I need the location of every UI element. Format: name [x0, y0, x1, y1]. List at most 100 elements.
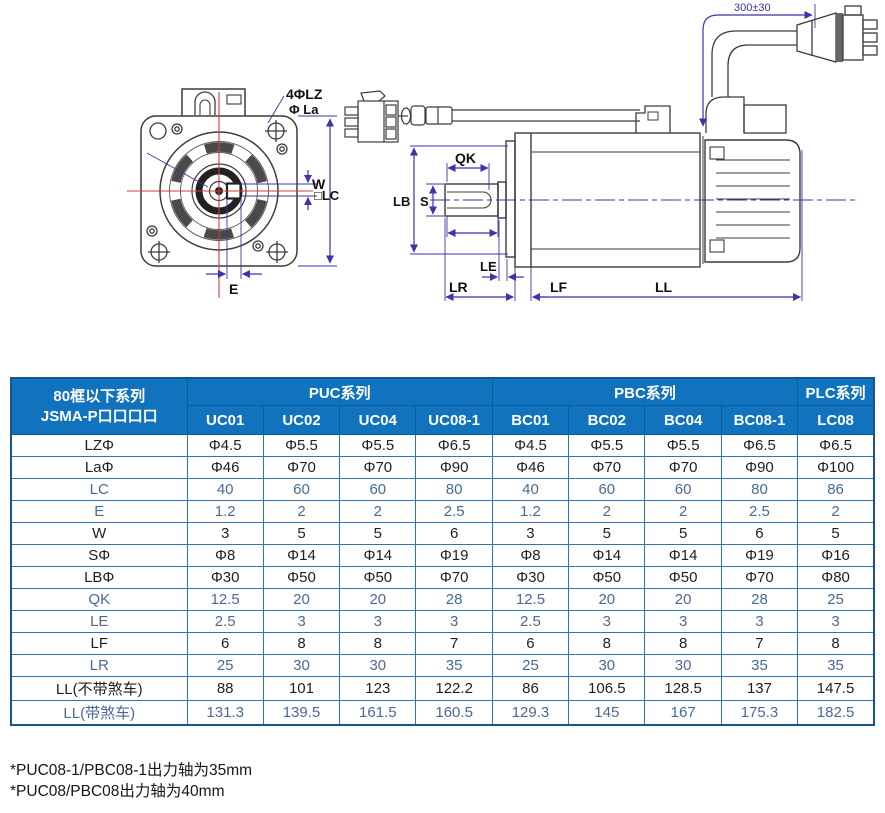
table-cell: 2 [262, 500, 341, 523]
encoder-cable [398, 105, 640, 126]
table-cell: Φ46 [491, 456, 570, 479]
table-cell: 60 [644, 478, 722, 501]
encoder-connector-icon [344, 90, 399, 143]
table-cell: 25 [491, 654, 570, 677]
table-cell: 145 [568, 700, 646, 726]
series-title-cell: 80框以下系列 JSMA-P口口口口 [10, 377, 188, 435]
table-cell: Φ14 [339, 544, 417, 567]
series-group-plc: PLC系列 [797, 377, 875, 406]
table-cell: Φ6.5 [720, 434, 799, 457]
table-row: LZΦ Φ4.5 Φ5.5 Φ5.5 Φ6.5 Φ4.5 Φ5.5 Φ5.5 Φ6.5 Φ6.5 [10, 434, 875, 457]
table-cell: 30 [568, 654, 646, 677]
label-shaft-dia: S [420, 194, 429, 209]
table-cell: 2.5 [415, 500, 493, 523]
table-cell: 8 [797, 632, 875, 655]
table-row: LL(带煞车) 131.3 139.5 161.5 160.5 129.3 145 167 17… [10, 700, 875, 726]
table-cell: 106.5 [568, 676, 646, 701]
table-cell: Φ16 [797, 544, 875, 567]
table-cell: 60 [339, 478, 417, 501]
label-frame-size: □LC [314, 188, 340, 203]
table-row: E 1.2 2 2 2.5 1.2 2 2 2.5 2 [10, 500, 875, 523]
table-cell: 20 [339, 588, 417, 611]
table-cell: Φ14 [568, 544, 646, 567]
table-cell: 3 [186, 522, 264, 545]
footnote-line: *PUC08/PBC08出力轴为40mm [10, 783, 225, 800]
table-cell: 3 [491, 522, 570, 545]
table-cell: 8 [644, 632, 722, 655]
series-group-pbc: PBC系列 [491, 377, 799, 406]
series-subtitle: JSMA-P口口口口 [40, 407, 158, 425]
table-cell: 40 [186, 478, 264, 501]
table-cell: 3 [339, 610, 417, 633]
table-cell: Φ80 [797, 566, 875, 589]
table-cell: Φ30 [186, 566, 264, 589]
label-mount-holes: 4ΦLZ [286, 86, 323, 102]
table-cell: 5 [568, 522, 646, 545]
table-cell: 1.2 [491, 500, 570, 523]
row-label: LBΦ [10, 566, 188, 589]
column-header: UC01 [186, 405, 264, 435]
row-label: LE [10, 610, 188, 633]
table-cell: 3 [720, 610, 799, 633]
table-cell: 129.3 [491, 700, 570, 726]
table-cell: 30 [262, 654, 341, 677]
table-cell: 8 [339, 632, 417, 655]
table-cell: Φ6.5 [415, 434, 493, 457]
table-cell: 86 [491, 676, 570, 701]
column-header: UC02 [262, 405, 341, 435]
table-cell: 5 [339, 522, 417, 545]
footnotes: *PUC08-1/PBC08-1出力轴为35mm *PUC08/PBC08出力轴… [10, 760, 252, 802]
table-cell: 2 [339, 500, 417, 523]
table-cell: 175.3 [720, 700, 799, 726]
table-cell: 6 [186, 632, 264, 655]
table-cell: Φ70 [262, 456, 341, 479]
label-le: LE [480, 259, 497, 274]
table-cell: 2.5 [720, 500, 799, 523]
side-view-drawing: QK LB S LE LR LF LL 300±30 [344, 2, 878, 301]
table-cell: 12.5 [186, 588, 264, 611]
table-cell: 167 [644, 700, 722, 726]
table-cell: Φ8 [186, 544, 264, 567]
front-view-drawing: 4ΦLZ Φ La W □LC E [127, 86, 340, 298]
table-cell: Φ5.5 [644, 434, 722, 457]
table-cell: 80 [415, 478, 493, 501]
table-cell: 35 [415, 654, 493, 677]
table-cell: Φ70 [339, 456, 417, 479]
table-cell: 30 [339, 654, 417, 677]
series-header-row: 80框以下系列 JSMA-P口口口口 PUC系列 PBC系列 PLC系列 [10, 377, 875, 435]
table-row: LC 40 60 60 80 40 60 60 80 86 [10, 478, 875, 501]
footnote-line: *PUC08-1/PBC08-1出力轴为35mm [10, 762, 253, 779]
table-cell: 25 [797, 588, 875, 611]
label-pilot: LB [393, 194, 410, 209]
table-cell: 137 [720, 676, 799, 701]
table-cell: 60 [262, 478, 341, 501]
label-pilot-dia: Φ La [289, 102, 319, 117]
row-label: LZΦ [10, 434, 188, 457]
table-cell: Φ50 [339, 566, 417, 589]
row-label: E [10, 500, 188, 523]
table-cell: Φ5.5 [262, 434, 341, 457]
label-lr: LR [449, 279, 468, 295]
table-cell: 161.5 [339, 700, 417, 726]
table-cell: 147.5 [797, 676, 875, 701]
row-label: SΦ [10, 544, 188, 567]
table-cell: 60 [568, 478, 646, 501]
table-cell: 3 [644, 610, 722, 633]
table-row: LaΦ Φ46 Φ70 Φ70 Φ90 Φ46 Φ70 Φ70 Φ90 Φ100 [10, 456, 875, 479]
table-cell: 2.5 [186, 610, 264, 633]
table-cell: 2 [568, 500, 646, 523]
label-ll: LL [655, 279, 673, 295]
table-cell: Φ90 [720, 456, 799, 479]
row-label: LL(带煞车) [10, 700, 188, 726]
column-header: LC08 [797, 405, 875, 435]
table-cell: Φ70 [415, 566, 493, 589]
label-lf: LF [550, 279, 568, 295]
table-cell: 3 [797, 610, 875, 633]
table-cell: 5 [644, 522, 722, 545]
table-cell: 6 [491, 632, 570, 655]
table-cell: Φ19 [415, 544, 493, 567]
series-group-puc: PUC系列 [186, 377, 493, 406]
table-cell: Φ30 [491, 566, 570, 589]
table-cell: 40 [491, 478, 570, 501]
